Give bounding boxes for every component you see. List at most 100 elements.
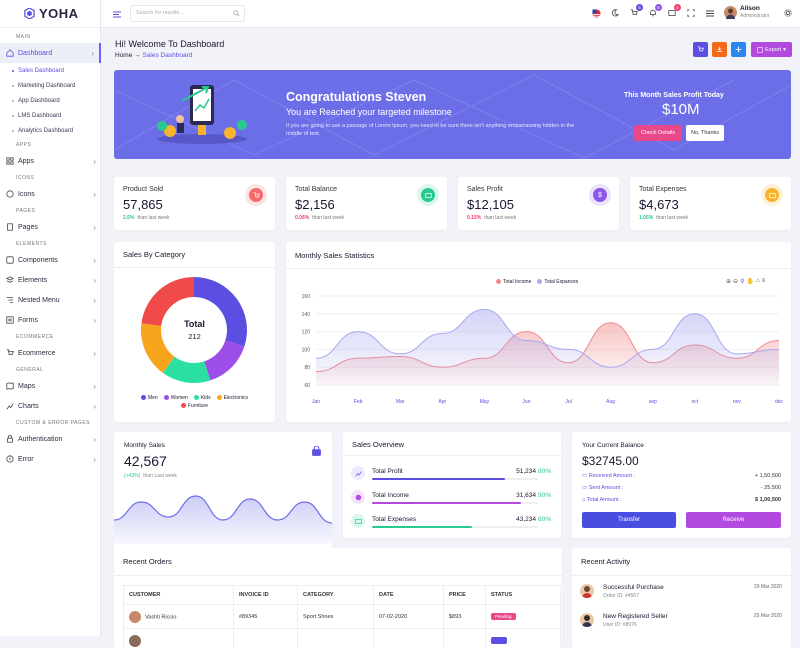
sidebar-sub-marketing-dashboard[interactable]: Marketing Dashboard	[0, 78, 101, 93]
add-button[interactable]	[731, 42, 746, 57]
stat-card-total-balance: Total Balance $2,156 0.06%than last week	[286, 177, 447, 230]
legend-item-women[interactable]: Women	[164, 395, 188, 401]
sidebar-item-label: Apps	[18, 158, 34, 165]
sidebar-item-ecommerce[interactable]: Ecommerce ›	[0, 343, 101, 363]
monthly-sales-note: than Last week	[143, 473, 177, 479]
donut-slice-women[interactable]	[204, 340, 244, 380]
zoom-in-icon[interactable]: ⊕	[726, 278, 731, 285]
moon-icon[interactable]	[610, 8, 620, 18]
sidebar-item-charts[interactable]: Charts ›	[0, 396, 101, 416]
notification-badge: 5	[655, 4, 662, 11]
activity-item[interactable]: Successful Purchase Order ID: #4567 29 M…	[580, 582, 782, 608]
logo[interactable]: YOHA	[0, 0, 101, 28]
flag-icon[interactable]	[591, 8, 601, 18]
divider	[572, 575, 791, 576]
fullscreen-icon[interactable]	[686, 8, 696, 18]
x-tick-label: Apr	[438, 399, 446, 405]
download-button[interactable]	[712, 42, 727, 57]
legend-item-electronics[interactable]: Electronics	[217, 395, 248, 401]
pages-icon	[5, 223, 14, 232]
info-icon	[5, 455, 14, 464]
sidebar-item-pages[interactable]: Pages ›	[0, 217, 101, 237]
divider	[114, 575, 562, 576]
sidebar-sub-sales-dashboard[interactable]: Sales Dashboard	[0, 63, 101, 78]
sidebar-item-components[interactable]: Components ›	[0, 250, 101, 270]
balance-row-sep: :	[622, 485, 624, 491]
nested-icon	[5, 296, 14, 305]
sidebar-item-apps[interactable]: Apps ›	[0, 151, 101, 171]
table-row[interactable]: Vashti Riccio #89345 Sport Shoes 07-02-2…	[124, 605, 561, 629]
settings-icon[interactable]	[783, 8, 793, 18]
legend-item[interactable]: Total Income	[496, 279, 531, 285]
sidebar-item-elements[interactable]: Elements ›	[0, 270, 101, 290]
col-status: STATUS	[486, 586, 561, 605]
section-label: APPS	[0, 140, 101, 151]
stat-value: $4,673	[639, 197, 679, 212]
sidebar-item-authentication[interactable]: Authentication ›	[0, 429, 101, 449]
forms-icon	[5, 316, 14, 325]
overview-label: Total Income	[372, 492, 409, 499]
x-tick-label: Jan	[312, 399, 320, 405]
download-icon	[716, 46, 723, 53]
legend-item-furniture[interactable]: Furniture	[181, 403, 208, 409]
chevron-right-icon: ›	[93, 382, 96, 391]
home-icon[interactable]: ⌂	[756, 278, 760, 285]
menu-icon[interactable]	[705, 8, 715, 18]
user-name[interactable]: Alison	[740, 5, 760, 12]
main-content: Hi! Welcome To Dashboard Home → Sales Da…	[101, 28, 800, 636]
cart-icon[interactable]: 5	[629, 8, 639, 18]
sidebar-item-label: Charts	[18, 403, 39, 410]
chevron-right-icon: ›	[91, 49, 94, 58]
transfer-button[interactable]: Transfer	[582, 512, 676, 528]
check-details-button[interactable]: Check Details	[634, 125, 682, 141]
chart-icon	[5, 402, 14, 411]
avatar[interactable]	[724, 6, 737, 19]
search-input[interactable]: Search for results...	[130, 5, 245, 22]
sidebar-sub-lms-dashboard[interactable]: LMS Dashboard	[0, 108, 101, 123]
stat-label: Total Balance	[295, 186, 337, 193]
sidebar-sub-label: App Dashboard	[18, 98, 60, 104]
zoom-select-icon[interactable]: ⚲	[740, 278, 744, 285]
cell-price: $893	[444, 605, 486, 629]
overview-label: Total Expenses	[372, 516, 416, 523]
export-icon	[757, 47, 763, 53]
sidebar-item-error[interactable]: Error ›	[0, 449, 101, 469]
search-icon[interactable]	[233, 9, 240, 24]
legend-item[interactable]: Total Expances	[537, 279, 578, 285]
receive-button[interactable]: Receive	[686, 512, 781, 528]
bullet-icon	[12, 130, 14, 132]
pan-icon[interactable]: ✋	[746, 278, 753, 285]
sidebar-item-nested-menu[interactable]: Nested Menu ›	[0, 290, 101, 310]
cart-button[interactable]	[693, 42, 708, 57]
avatar	[129, 635, 141, 647]
export-button[interactable]: Export ▾	[751, 42, 792, 57]
sidebar-item-forms[interactable]: Forms ›	[0, 310, 101, 330]
sidebar-item-dashboard[interactable]: Dashboard ›	[0, 43, 101, 63]
card-title: Recent Orders	[123, 557, 172, 566]
table-row[interactable]: ​	[124, 629, 561, 648]
card-title: Sales By Category	[123, 250, 185, 259]
zoom-out-icon[interactable]: ⊖	[733, 278, 738, 285]
bullet-icon	[12, 115, 14, 117]
sidebar-item-icons[interactable]: Icons ›	[0, 184, 101, 204]
menu-icon[interactable]: ≡	[762, 278, 766, 285]
bell-icon[interactable]: 5	[648, 8, 658, 18]
divider	[114, 267, 275, 268]
status-badge: ​	[491, 637, 507, 644]
activity-title: New Registered Seller	[603, 613, 668, 620]
message-icon[interactable]: 4	[667, 8, 677, 18]
chevron-right-icon: ›	[93, 256, 96, 265]
activity-item[interactable]: New Registered Seller User ID: #8976 25 …	[580, 611, 782, 637]
overview-percent: 80%	[538, 468, 551, 475]
no-thanks-button[interactable]: No, Thanks	[686, 125, 724, 141]
legend-item-kids[interactable]: Kids	[194, 395, 211, 401]
legend-item-men[interactable]: Men	[141, 395, 158, 401]
stat-percent: 2.6%	[123, 215, 134, 221]
activity-sub: User ID: #8976	[603, 622, 637, 628]
sidebar-item-maps[interactable]: Maps ›	[0, 376, 101, 396]
sidebar-sub-analytics-dashboard[interactable]: Analytics Dashboard	[0, 123, 101, 138]
hamburger-icon[interactable]	[112, 9, 122, 19]
sidebar-sub-app-dashboard[interactable]: App Dashboard	[0, 93, 101, 108]
breadcrumb-home[interactable]: Home	[115, 52, 132, 59]
